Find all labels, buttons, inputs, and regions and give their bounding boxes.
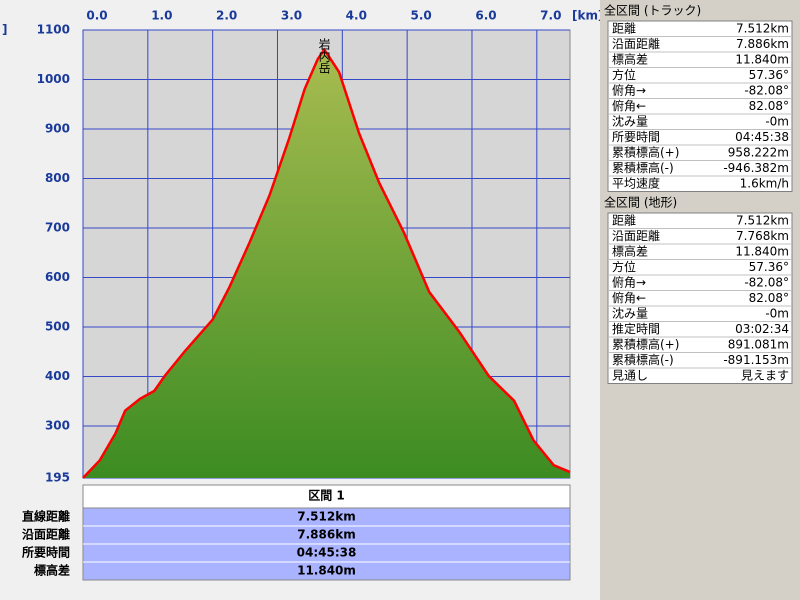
- y-tick-label: 195: [45, 471, 70, 485]
- row-value: 見えます: [741, 368, 789, 382]
- row-label: 沿面距離: [612, 229, 660, 243]
- row-value: -946.382m: [723, 161, 789, 175]
- x-tick-label: 4.0: [346, 9, 367, 23]
- row-label: 累積標高(+): [612, 336, 679, 351]
- row-value: 7.886km: [297, 528, 355, 542]
- panel-title: 全区間 (地形): [604, 195, 677, 210]
- y-tick-label: 1100: [37, 23, 70, 37]
- y-tick-label: 900: [45, 122, 70, 136]
- y-tick-label: 600: [45, 270, 70, 284]
- row-value: 82.08°: [749, 291, 789, 305]
- row-label: 累積標高(-): [612, 352, 674, 367]
- panel-table: [607, 20, 793, 192]
- row-label: 沈み量: [612, 305, 648, 320]
- row-label: 沈み量: [612, 113, 648, 128]
- row-value: 7.768km: [736, 229, 789, 243]
- row-label: 累積標高(+): [612, 144, 679, 159]
- row-value: 958.222m: [728, 145, 789, 159]
- row-value: -891.153m: [723, 353, 789, 367]
- x-tick-label: 5.0: [411, 9, 432, 23]
- row-value: 57.36°: [749, 68, 789, 82]
- row-label: 標高差: [612, 51, 648, 66]
- y-tick-label: 700: [45, 221, 70, 235]
- x-tick-label: 6.0: [475, 9, 496, 23]
- row-label: 推定時間: [612, 321, 660, 336]
- row-label: 沿面距離: [612, 37, 660, 51]
- row-label: 沿面距離: [21, 527, 70, 542]
- section-title: 区間 1: [308, 489, 345, 503]
- y-tick-label: 500: [45, 320, 70, 334]
- row-value: 7.512km: [736, 21, 789, 35]
- row-label: 俯角→: [612, 82, 646, 97]
- elevation-area: [83, 49, 570, 478]
- row-label: 平均速度: [612, 175, 660, 190]
- row-label: 距離: [612, 21, 636, 35]
- row-label: 直線距離: [22, 509, 70, 524]
- y-tick-label: 400: [45, 369, 70, 383]
- row-value: 04:45:38: [297, 546, 357, 560]
- row-value: 7.512km: [297, 510, 355, 524]
- row-value: 03:02:34: [735, 322, 789, 336]
- x-tick-label: 0.0: [86, 9, 107, 23]
- row-value: -82.08°: [744, 83, 789, 97]
- x-tick-label: 1.0: [151, 9, 172, 23]
- row-value: 11.840m: [735, 52, 789, 66]
- row-label: 俯角→: [612, 274, 646, 289]
- row-value: 04:45:38: [735, 130, 789, 144]
- x-tick-label: 2.0: [216, 9, 237, 23]
- panel-title: 全区間 (トラック): [604, 3, 701, 18]
- row-value: 1.6km/h: [740, 176, 789, 190]
- row-label: 方位: [612, 67, 636, 82]
- row-label: 俯角←: [612, 290, 646, 305]
- y-tick-label: 1000: [37, 72, 70, 86]
- row-label: 方位: [612, 259, 636, 274]
- row-label: 俯角←: [612, 98, 646, 113]
- row-value: 82.08°: [749, 99, 789, 113]
- y-unit-label: ]: [2, 23, 7, 37]
- row-label: 標高差: [612, 243, 648, 258]
- x-unit-label: [km]: [572, 9, 603, 23]
- row-label: 累積標高(-): [612, 160, 674, 175]
- elevation-line: [82, 47, 571, 479]
- row-value: 7.512km: [736, 213, 789, 227]
- row-label: 所要時間: [22, 545, 70, 560]
- row-value: -0m: [765, 114, 789, 128]
- row-label: 距離: [612, 213, 636, 227]
- row-value: -82.08°: [744, 275, 789, 289]
- peak-annotation: 岩内岳: [317, 36, 331, 73]
- row-label: 所要時間: [612, 130, 660, 144]
- y-tick-label: 300: [45, 419, 70, 433]
- x-tick-label: 3.0: [281, 9, 302, 23]
- row-label: 見通し: [612, 368, 648, 382]
- x-tick-label: 7.0: [540, 9, 561, 23]
- row-value: 11.840m: [297, 564, 356, 578]
- row-value: 11.840m: [735, 244, 789, 258]
- row-value: 7.886km: [736, 37, 789, 51]
- row-value: -0m: [765, 306, 789, 320]
- row-label: 標高差: [34, 563, 70, 578]
- y-tick-label: 800: [45, 171, 70, 185]
- row-value: 57.36°: [749, 260, 789, 274]
- panel-table: [607, 212, 793, 384]
- row-value: 891.081m: [728, 337, 789, 351]
